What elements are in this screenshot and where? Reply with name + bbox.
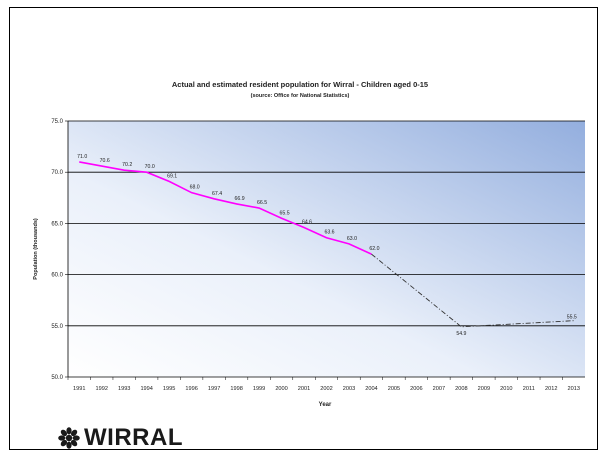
x-tick-label: 1996 (185, 386, 197, 392)
data-label: 70.2 (122, 162, 132, 168)
x-tick-label: 2000 (275, 386, 287, 392)
x-tick-label: 2005 (388, 386, 400, 392)
x-tick-label: 1992 (95, 386, 107, 392)
y-tick-label: 50.0 (51, 375, 63, 381)
y-tick-label: 60.0 (51, 273, 63, 279)
data-label: 70.6 (100, 158, 110, 164)
wirral-logo-text: WIRRAL (84, 424, 183, 451)
y-tick-label: 65.0 (51, 221, 63, 227)
x-tick-label: 1994 (140, 386, 152, 392)
data-label: 66.5 (257, 200, 267, 206)
wirral-emblem-icon (58, 427, 80, 449)
data-label: 70.0 (145, 164, 155, 170)
data-label: 62.0 (369, 246, 379, 252)
x-tick-label: 1995 (163, 386, 175, 392)
x-tick-label: 2010 (500, 386, 512, 392)
x-tick-label: 1997 (208, 386, 220, 392)
data-label: 65.5 (279, 210, 289, 216)
chart-subtitle: (source: Office for National Statistics) (251, 93, 350, 99)
data-label: 63.6 (324, 230, 334, 236)
x-tick-label: 1998 (230, 386, 242, 392)
x-tick-label: 2013 (568, 386, 580, 392)
chart-title: Actual and estimated resident population… (172, 80, 428, 89)
data-label: 67.4 (212, 191, 222, 197)
data-label: 64.6 (302, 219, 312, 225)
x-tick-label: 2008 (455, 386, 467, 392)
data-label: 66.9 (235, 196, 245, 202)
data-label: 54.9 (456, 331, 466, 337)
x-tick-label: 2012 (545, 386, 557, 392)
data-label: 63.0 (347, 236, 357, 242)
x-tick-label: 1993 (118, 386, 130, 392)
x-tick-label: 2006 (410, 386, 422, 392)
wirral-logo: WIRRAL (57, 424, 183, 452)
data-label: 55.5 (567, 315, 577, 321)
estimated-population-line (371, 253, 574, 328)
x-tick-label: 2007 (433, 386, 445, 392)
plot-area (68, 121, 585, 377)
y-tick-label: 70.0 (51, 170, 63, 176)
data-label: 69.1 (167, 173, 177, 179)
y-tick-label: 75.0 (51, 119, 63, 125)
x-tick-label: 2003 (343, 386, 355, 392)
x-tick-label: 2004 (365, 386, 377, 392)
y-axis-title: Population (thousands) (33, 218, 39, 280)
data-label: 71.0 (77, 154, 87, 160)
x-tick-label: 1999 (253, 386, 265, 392)
actual-population-line (79, 161, 372, 255)
x-tick-label: 2011 (523, 386, 535, 392)
y-tick-label: 55.0 (51, 324, 63, 330)
x-tick-label: 2009 (478, 386, 490, 392)
data-label: 68.0 (190, 185, 200, 191)
x-tick-label: 2001 (298, 386, 310, 392)
x-tick-label: 1991 (73, 386, 85, 392)
x-tick-label: 2002 (320, 386, 332, 392)
x-axis-title: Year (319, 402, 332, 408)
